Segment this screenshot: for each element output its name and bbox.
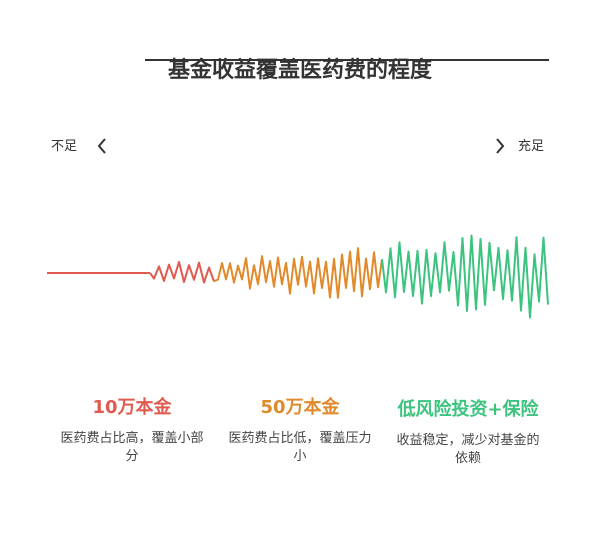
column: 低风险投资+保险 收益稳定，减少对基金的依赖 xyxy=(393,398,543,468)
column-text: 医药费占比高，覆盖小部分 xyxy=(60,431,204,464)
column-text: 医药费占比低，覆盖压力小 xyxy=(228,431,372,464)
column-title: 低风险投资+保险 xyxy=(397,399,539,420)
left-chevron xyxy=(97,138,106,154)
wave-segment xyxy=(213,247,383,299)
column-text: 收益稳定，减少对基金的依赖 xyxy=(396,433,540,466)
right-chevron xyxy=(496,138,505,154)
wave-segment xyxy=(381,234,549,319)
title: 基金收益覆盖医药费的程度 xyxy=(167,58,432,83)
scale-low: 不足 xyxy=(51,139,78,154)
scale-high: 充足 xyxy=(518,139,545,154)
column-title: 50万本金 xyxy=(260,397,340,418)
column: 10万本金 医药费占比高，覆盖小部分 xyxy=(57,396,207,466)
column-title: 10万本金 xyxy=(92,397,172,418)
wave xyxy=(47,234,549,319)
wave-segment xyxy=(149,260,215,284)
column: 50万本金 医药费占比低，覆盖压力小 xyxy=(225,396,375,466)
